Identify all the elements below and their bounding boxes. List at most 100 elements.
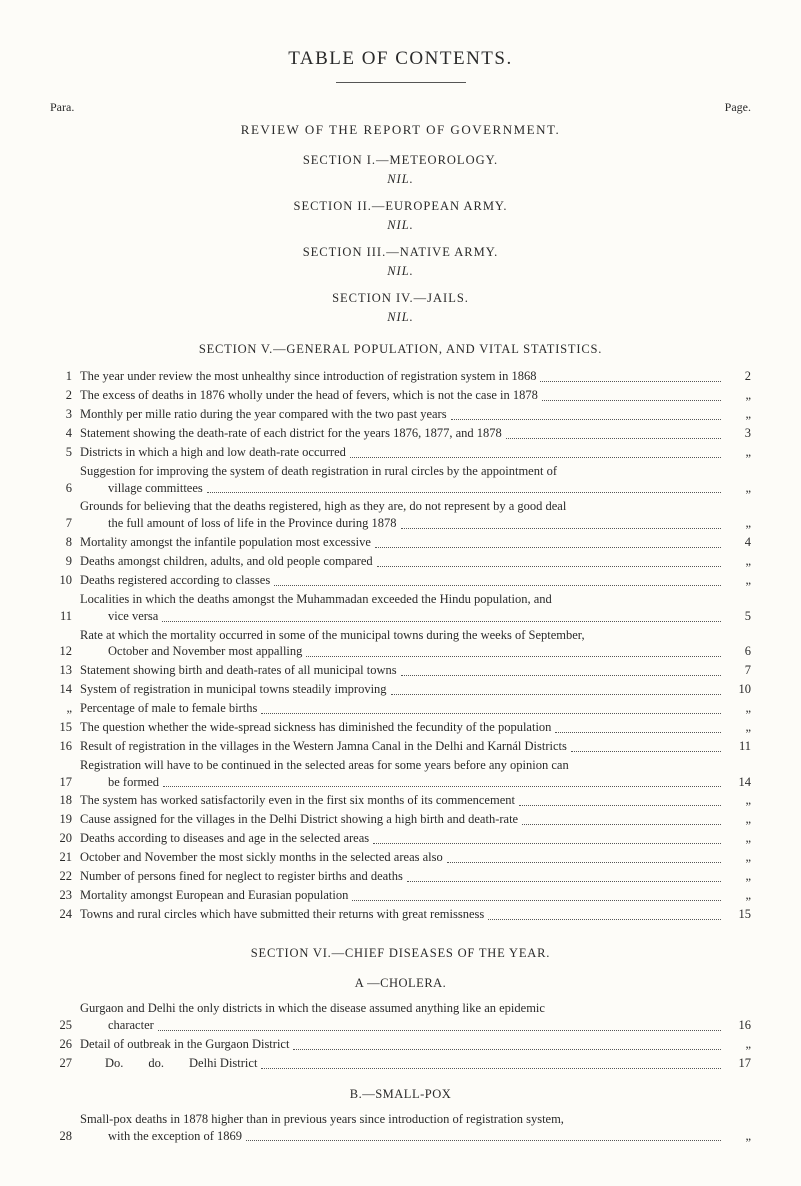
leader-dots (391, 693, 721, 695)
entry-text: The excess of deaths in 1876 wholly unde… (80, 387, 538, 404)
leader-dots (522, 823, 721, 825)
entry-number: 18 (50, 792, 80, 809)
entry-text: Districts in which a high and low death-… (80, 444, 346, 461)
entry-number: 23 (50, 887, 80, 904)
entry-number: 25 (50, 1017, 80, 1034)
entry-number: 14 (50, 681, 80, 698)
main-title: TABLE OF CONTENTS. (50, 46, 751, 72)
entry-page: „ (725, 719, 751, 736)
entry-text: with the exception of 1869 (108, 1128, 242, 1145)
entry-number: 9 (50, 553, 80, 570)
leader-dots (540, 380, 721, 382)
entry-text: Mortality amongst the infantile populati… (80, 534, 371, 551)
entry-text: Deaths amongst children, adults, and old… (80, 553, 373, 570)
entry-number: 16 (50, 738, 80, 755)
entry-page: „ (725, 700, 751, 717)
entry-text: October and November most appalling (108, 643, 302, 660)
entry-text: Localities in which the deaths amongst t… (80, 591, 725, 608)
leader-dots (163, 785, 721, 787)
toc-entry: 27 Do. do. Delhi District17 (50, 1055, 751, 1072)
entry-page: 17 (725, 1055, 751, 1072)
toc-entry: 16Result of registration in the villages… (50, 738, 751, 755)
toc-entry: 28Small-pox deaths in 1878 higher than i… (50, 1111, 751, 1145)
entry-page: „ (725, 515, 751, 532)
leader-dots (207, 491, 721, 493)
leader-dots (350, 456, 721, 458)
entry-text: Mortality amongst European and Eurasian … (80, 887, 348, 904)
leader-dots (261, 712, 721, 714)
entry-page: 16 (725, 1017, 751, 1034)
entry-text: Deaths according to diseases and age in … (80, 830, 369, 847)
entry-number: 2 (50, 387, 80, 404)
section-heading: SECTION II.—EUROPEAN ARMY. (50, 198, 751, 215)
entry-number: 15 (50, 719, 80, 736)
entry-text: Gurgaon and Delhi the only districts in … (80, 1000, 725, 1017)
entry-text: vice versa (108, 608, 158, 625)
entry-text: The system has worked satisfactorily eve… (80, 792, 515, 809)
toc-entry: 25Gurgaon and Delhi the only districts i… (50, 1000, 751, 1034)
leader-dots (488, 918, 721, 920)
entry-text: village committees (108, 480, 203, 497)
leader-dots (519, 804, 721, 806)
leader-dots (162, 620, 721, 622)
toc-entry: 9Deaths amongst children, adults, and ol… (50, 553, 751, 570)
toc-entry: 23Mortality amongst European and Eurasia… (50, 887, 751, 904)
leader-dots (261, 1067, 721, 1069)
entry-page: 5 (725, 608, 751, 625)
entry-page: 2 (725, 368, 751, 385)
entry-number: 20 (50, 830, 80, 847)
entry-page: „ (725, 1036, 751, 1053)
leader-dots (447, 861, 721, 863)
para-label: Para. (50, 99, 74, 115)
section-heading: SECTION IV.—JAILS. (50, 290, 751, 307)
entry-number: 5 (50, 444, 80, 461)
entry-number: 7 (50, 515, 80, 532)
toc-entry: 1The year under review the most unhealth… (50, 368, 751, 385)
entry-text: Detail of outbreak in the Gurgaon Distri… (80, 1036, 289, 1053)
toc-entry: 6Suggestion for improving the system of … (50, 463, 751, 497)
review-heading: REVIEW OF THE REPORT OF GOVERNMENT. (50, 121, 751, 139)
entry-page: „ (725, 792, 751, 809)
entry-page: 4 (725, 534, 751, 551)
entry-page: 15 (725, 906, 751, 923)
toc-entry: 22Number of persons fined for neglect to… (50, 868, 751, 885)
toc-entry: 8Mortality amongst the infantile populat… (50, 534, 751, 551)
entry-text: Statement showing birth and death-rates … (80, 662, 397, 679)
entry-page: „ (725, 1128, 751, 1145)
entry-page: „ (725, 887, 751, 904)
entry-page: 14 (725, 774, 751, 791)
entry-number: 19 (50, 811, 80, 828)
entry-page: „ (725, 553, 751, 570)
entry-number: 3 (50, 406, 80, 423)
entry-page: 3 (725, 425, 751, 442)
leader-dots (352, 899, 721, 901)
entry-page: 10 (725, 681, 751, 698)
leader-dots (246, 1139, 721, 1141)
entry-text: Cause assigned for the villages in the D… (80, 811, 518, 828)
block-b-heading: B.—SMALL-POX (50, 1086, 751, 1103)
section-heading: SECTION III.—NATIVE ARMY. (50, 244, 751, 261)
entry-page: 11 (725, 738, 751, 755)
entry-text: Suggestion for improving the system of d… (80, 463, 725, 480)
entry-text: the full amount of loss of life in the P… (108, 515, 397, 532)
leader-dots (542, 399, 721, 401)
entry-page: 7 (725, 662, 751, 679)
entry-page: „ (725, 406, 751, 423)
leader-dots (293, 1048, 721, 1050)
entry-text: Result of registration in the villages i… (80, 738, 567, 755)
nil-marker: NIL. (50, 309, 751, 326)
entry-number: 8 (50, 534, 80, 551)
toc-entry: 26Detail of outbreak in the Gurgaon Dist… (50, 1036, 751, 1053)
title-rule (336, 82, 466, 83)
toc-entry: 14System of registration in municipal to… (50, 681, 751, 698)
entry-page: „ (725, 480, 751, 497)
leader-dots (158, 1029, 721, 1031)
toc-entry: 11Localities in which the deaths amongst… (50, 591, 751, 625)
nil-marker: NIL. (50, 263, 751, 280)
entry-text: Towns and rural circles which have submi… (80, 906, 484, 923)
toc-entry: 19Cause assigned for the villages in the… (50, 811, 751, 828)
leader-dots (375, 546, 721, 548)
nil-marker: NIL. (50, 217, 751, 234)
entry-number: 10 (50, 572, 80, 589)
entry-number: „ (50, 700, 80, 717)
